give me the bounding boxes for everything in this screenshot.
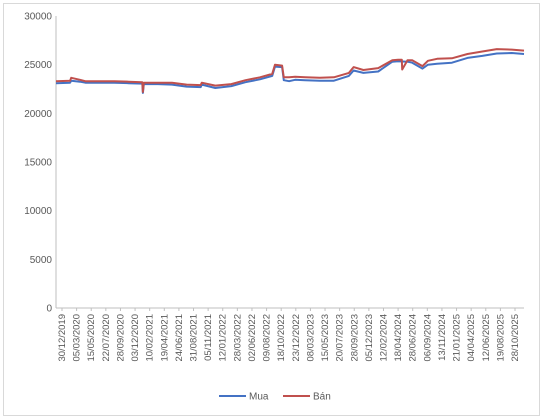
y-tick-label: 15000 — [24, 158, 52, 169]
legend-label-mua: Mua — [249, 392, 269, 403]
x-tick-label: 30/12/2019 — [57, 314, 68, 362]
x-tick-label: 28/03/2022 — [232, 314, 243, 362]
x-tick-label: 18/10/2022 — [276, 314, 287, 362]
x-tick-label: 15/05/2023 — [320, 314, 331, 362]
x-tick-label: 28/06/2024 — [408, 314, 419, 362]
y-tick-label: 0 — [46, 304, 52, 315]
x-tick-label: 18/04/2024 — [393, 314, 404, 362]
y-tick-label: 20000 — [24, 109, 52, 120]
x-tick-label: 06/09/2024 — [422, 314, 433, 362]
x-tick-label: 28/09/2023 — [349, 314, 360, 362]
chart-frame — [3, 3, 540, 416]
x-tick-label: 21/01/2025 — [452, 314, 463, 362]
x-tick-label: 05/03/2020 — [72, 314, 83, 362]
y-tick-label: 25000 — [24, 60, 52, 71]
series-line-mua — [55, 52, 525, 94]
x-tick-label: 28/10/2025 — [510, 314, 521, 362]
x-tick-label: 28/09/2020 — [115, 314, 126, 362]
x-tick-label: 19/08/2025 — [495, 314, 506, 362]
x-tick-label: 22/07/2020 — [101, 314, 112, 362]
legend-label-ban: Bán — [313, 392, 331, 403]
x-tick-label: 24/06/2021 — [174, 314, 185, 362]
x-tick-label: 15/05/2020 — [86, 314, 97, 362]
x-tick-label: 19/04/2021 — [159, 314, 170, 362]
x-tick-label: 31/08/2021 — [189, 314, 200, 362]
x-tick-label: 13/11/2024 — [437, 314, 448, 361]
x-tick-label: 05/11/2021 — [203, 314, 214, 361]
x-tick-label: 12/01/2022 — [218, 314, 229, 362]
x-tick-label: 10/02/2021 — [145, 314, 156, 362]
x-axis: 30/12/2019 05/03/2020 15/05/2020 22/07/2020… — [57, 308, 521, 362]
plot-area — [55, 16, 524, 309]
y-axis: 0 5000 10000 15000 20000 25000 30000 — [24, 12, 52, 315]
x-tick-label: 23/12/2022 — [291, 314, 302, 362]
x-tick-label: 04/04/2025 — [466, 314, 477, 362]
x-tick-label: 08/03/2023 — [305, 314, 316, 362]
y-tick-label: 30000 — [24, 12, 52, 23]
series-layer — [55, 48, 525, 94]
x-tick-label: 05/12/2023 — [364, 314, 375, 362]
x-tick-label: 12/02/2024 — [378, 314, 389, 362]
x-tick-label: 20/07/2023 — [335, 314, 346, 362]
series-line-ban — [55, 48, 525, 93]
legend: Mua Bán — [219, 392, 331, 403]
y-tick-label: 5000 — [30, 255, 53, 266]
x-tick-label: 09/08/2022 — [262, 314, 273, 362]
x-tick-label: 12/06/2025 — [481, 314, 492, 362]
y-tick-label: 10000 — [24, 206, 52, 217]
x-tick-label: 03/12/2020 — [130, 314, 141, 362]
x-tick-label: 02/06/2022 — [247, 314, 258, 362]
